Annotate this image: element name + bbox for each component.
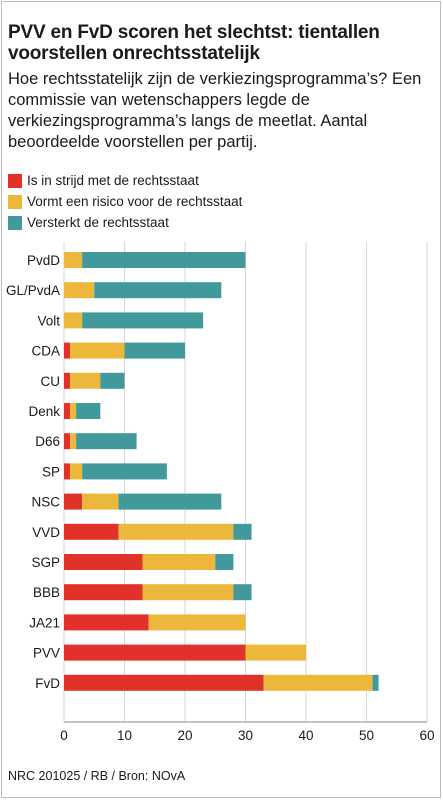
- legend-item: Vormt een risico voor de rechtsstaat: [8, 191, 242, 212]
- bar-segment: [118, 493, 222, 510]
- category-label: D66: [35, 434, 60, 449]
- category-label: PvdD: [27, 253, 60, 268]
- category-label: Denk: [28, 404, 60, 419]
- bar-segment: [64, 282, 95, 299]
- bar-segment: [82, 463, 167, 480]
- bar-segment: [70, 433, 77, 450]
- bar-segment: [94, 282, 222, 299]
- legend-swatch: [8, 215, 22, 230]
- legend-swatch: [8, 194, 22, 209]
- bar-segment: [64, 523, 119, 540]
- bar-segment: [372, 674, 379, 691]
- bar-segment: [64, 614, 149, 631]
- chart-subtitle: Hoe rechtsstatelijk zijn de verkiezingsp…: [8, 70, 422, 151]
- category-label: SP: [42, 464, 60, 479]
- bar-segment: [64, 433, 71, 450]
- stacked-bar-chart: PvdD GL/PvdA Volt CDA CU Denk D66 SP NSC VVD SGP BB…: [6, 242, 435, 743]
- bar-segment: [142, 584, 234, 601]
- bar-segment: [64, 312, 83, 329]
- category-label: CU: [41, 374, 61, 389]
- legend-item: Is in strijd met de rechtsstaat: [8, 170, 242, 191]
- category-label: GL/PvdA: [6, 283, 60, 298]
- x-tick-label: 30: [238, 728, 253, 743]
- legend: Is in strijd met de rechtsstaat Vormt een…: [8, 170, 242, 233]
- bar-segment: [64, 644, 246, 661]
- x-tick-label: 40: [298, 728, 313, 743]
- bar-segment: [76, 403, 101, 419]
- category-label: FvD: [35, 676, 60, 691]
- chart-title: PVV en FvD scoren het slechtst: tientall…: [8, 22, 380, 64]
- category-label: PVV: [33, 646, 60, 661]
- bar-segment: [64, 252, 83, 268]
- bar-segment: [245, 644, 306, 661]
- bar-segment: [100, 372, 125, 389]
- legend-swatch: [8, 173, 22, 188]
- bar-segment: [70, 463, 83, 480]
- category-label: NSC: [31, 495, 60, 510]
- bar-segment: [64, 493, 83, 510]
- bar-segment: [148, 614, 246, 631]
- bar-segment: [215, 554, 234, 570]
- bar-segment: [82, 252, 246, 268]
- bar-segment: [233, 584, 252, 601]
- legend-label: Vormt een risico voor de rechtsstaat: [27, 194, 243, 209]
- bar-segment: [70, 403, 77, 419]
- bar-segment: [118, 523, 234, 540]
- x-tick-label: 0: [60, 728, 68, 743]
- bar-segment: [64, 674, 264, 691]
- legend-label: Is in strijd met de rechtsstaat: [27, 173, 199, 188]
- bar-segment: [64, 584, 143, 601]
- bar-segment: [142, 554, 216, 570]
- source-note: NRC 201025 / RB / Bron: NOvA: [8, 769, 186, 783]
- bar-segment: [64, 463, 71, 480]
- bar-segment: [82, 493, 119, 510]
- category-label: SGP: [31, 555, 60, 570]
- bar-segment: [124, 342, 185, 359]
- bar-segment: [64, 342, 71, 359]
- legend-label: Versterkt de rechtsstaat: [27, 215, 169, 230]
- bar-segment: [263, 674, 373, 691]
- bar-segment: [76, 433, 137, 450]
- category-label: VVD: [32, 525, 60, 540]
- x-tick-label: 60: [419, 728, 434, 743]
- bar-segment: [64, 554, 143, 570]
- x-tick-label: 10: [117, 728, 132, 743]
- legend-item: Versterkt de rechtsstaat: [8, 212, 242, 233]
- category-label: Volt: [37, 313, 60, 328]
- bar-segment: [70, 372, 101, 389]
- bar-segment: [70, 342, 125, 359]
- category-label: BBB: [33, 585, 60, 600]
- bar-segment: [64, 403, 71, 419]
- bar-segment: [64, 372, 71, 389]
- category-label: CDA: [31, 344, 60, 359]
- x-tick-label: 20: [177, 728, 192, 743]
- category-label: JA21: [29, 615, 60, 630]
- bar-segment: [233, 523, 252, 540]
- bar-segment: [82, 312, 204, 329]
- x-tick-label: 50: [359, 728, 374, 743]
